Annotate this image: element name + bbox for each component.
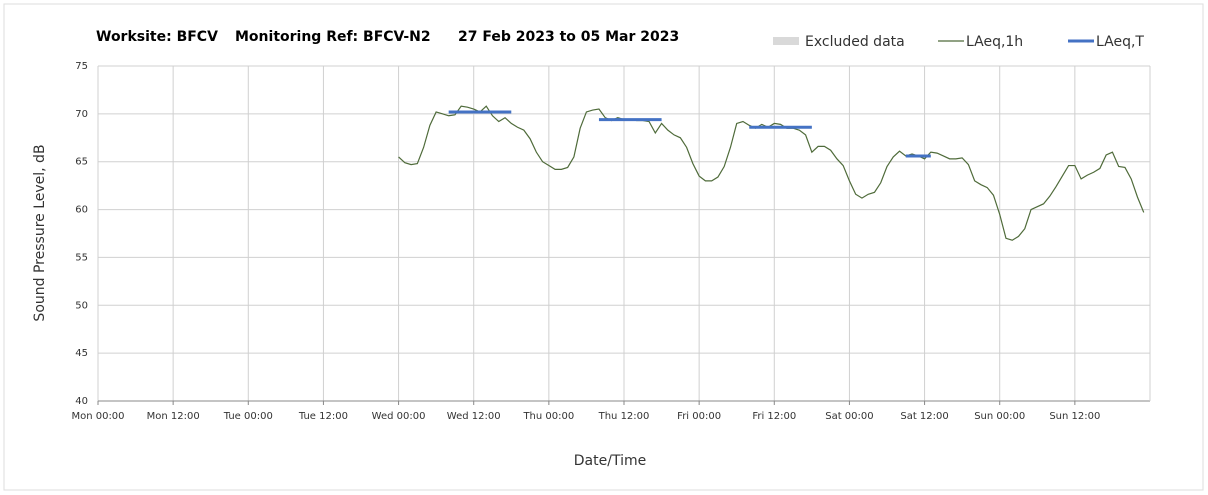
chart-title: Worksite: BFCV [96,29,218,45]
x-tick-label: Sat 00:00 [825,411,873,422]
x-tick-label: Wed 12:00 [447,411,501,422]
y-tick-label: 50 [75,300,88,311]
chart-title: 27 Feb 2023 to 05 Mar 2023 [458,29,679,45]
x-tick-label: Sun 00:00 [974,411,1025,422]
x-tick-label: Sat 12:00 [900,411,948,422]
y-tick-label: 65 [75,157,88,168]
x-tick-label: Mon 00:00 [71,411,124,422]
legend-label: LAeq,T [1096,34,1144,50]
x-tick-label: Tue 00:00 [223,411,273,422]
y-axis-label: Sound Pressure Level, dB [32,144,48,321]
y-tick-label: 55 [75,252,88,263]
chart-title: Monitoring Ref: BFCV-N2 [235,29,431,45]
x-tick-label: Mon 12:00 [147,411,200,422]
x-tick-label: Thu 12:00 [598,411,650,422]
x-axis-label: Date/Time [574,453,646,469]
x-tick-label: Wed 00:00 [372,411,426,422]
legend-label: Excluded data [805,34,905,50]
x-tick-label: Fri 12:00 [752,411,796,422]
x-tick-label: Tue 12:00 [298,411,348,422]
y-tick-label: 45 [75,348,88,359]
line-series [398,105,1145,241]
x-tick-label: Thu 00:00 [522,411,574,422]
x-tick-label: Sun 12:00 [1049,411,1100,422]
y-tick-label: 75 [75,61,88,72]
y-tick-label: 60 [75,205,88,216]
y-tick-label: 70 [75,109,88,120]
legend-swatch [773,37,799,45]
x-tick-label: Fri 00:00 [677,411,721,422]
chart-border [3,3,1204,491]
y-tick-label: 40 [75,396,88,407]
legend-label: LAeq,1h [966,34,1023,50]
